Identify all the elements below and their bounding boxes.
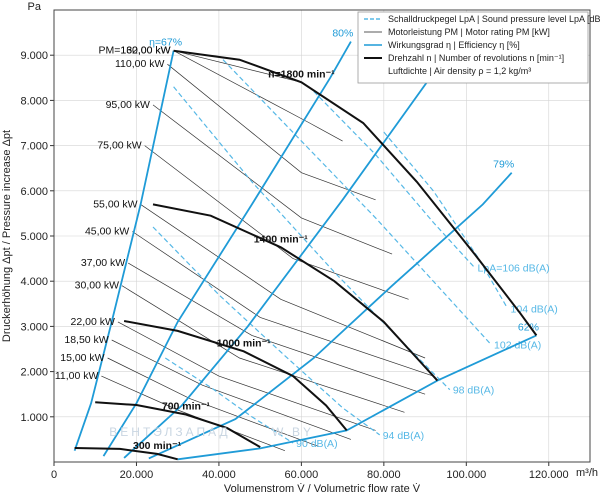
power-label: 95,00 kW (106, 99, 150, 111)
y-tick-label: 1.000 (20, 412, 48, 424)
legend-box (357, 11, 589, 84)
power-line-37-00-kw (128, 262, 426, 395)
sound-curve-lpa-106-db-a (313, 90, 476, 269)
sound-label: 94 dB(A) (383, 430, 424, 442)
plot-frame (53, 9, 591, 463)
efficiency-label: η=67% (149, 37, 182, 49)
power-label: 30,00 kW (75, 280, 119, 292)
sound-label: 104 dB(A) (511, 303, 558, 315)
speed-label: 1400 min⁻¹ (254, 233, 308, 245)
efficiency-curve-83 (123, 54, 443, 459)
power-label: 22,00 kW (71, 316, 115, 328)
y-tick-label: 9.000 (20, 50, 48, 62)
speed-curve-1000-min (123, 320, 348, 432)
power-line-110-00-kw (167, 63, 376, 201)
y-tick-label: 2.000 (20, 367, 48, 379)
legend-entry: Motorleistung PM | Motor rating PM [kW] (388, 27, 550, 37)
legend-entry: Luftdichte | Air density ρ = 1,2 kg/m³ (388, 66, 531, 76)
y-tick-label: 8.000 (20, 95, 48, 107)
power-label: 15,00 kW (60, 352, 104, 364)
watermark-text: ВЕНТЭЛЗАПАД (109, 425, 230, 439)
x-unit: m³/h (576, 467, 598, 479)
x-tick-label: 20.000 (120, 469, 154, 481)
efficiency-label: 79% (493, 159, 514, 171)
x-tick-label: 0 (51, 469, 57, 481)
speed-label: n=1800 min⁻¹ (268, 68, 335, 80)
sound-curve-102-db-a (222, 59, 492, 345)
x-tick-label: 100.000 (446, 469, 486, 481)
y-tick-label: 7.000 (20, 141, 48, 153)
power-label: 110,00 kW (115, 58, 165, 70)
y-axis-title: Druckerhöhung Δpt / Pressure increase Δp… (1, 130, 13, 342)
sound-curve-90-db-a (164, 357, 294, 444)
power-label: 55,00 kW (93, 198, 137, 210)
motor-power-lines (101, 50, 434, 452)
power-line-18-50-kw (111, 339, 352, 440)
x-tick-label: 60.000 (285, 469, 319, 481)
power-label: 18,50 kW (64, 334, 108, 346)
x-tick-label: 120.000 (529, 469, 569, 481)
efficiency-label: 80% (332, 28, 353, 40)
sound-label: 102 dB(A) (494, 339, 541, 351)
axes: 0 20.000 40.000 60.000 80.000 100.000 120.000 1… (1, 1, 598, 495)
sound-curve-98-db-a (173, 86, 451, 391)
power-label: 132,00 kW (120, 45, 170, 57)
grid (53, 10, 590, 462)
power-label: 45,00 kW (85, 225, 129, 237)
legend-entry: Drehzahl n | Number of revolutions n [mi… (388, 53, 564, 63)
legend-entry: Schalldruckpegel LpA | Sound pressure le… (388, 14, 600, 24)
speed-label: 700 min⁻¹ (162, 401, 211, 413)
y-unit: Pa (28, 1, 42, 13)
speed-curve-700-min (95, 401, 261, 448)
x-tick-label: 40.000 (202, 469, 236, 481)
x-tick-label: 80.000 (367, 469, 401, 481)
watermark: ВЕНТЭЛЗАПАД W.BY (109, 425, 314, 439)
legend-entry: Wirkungsgrad η | Efficiency η [%] (388, 40, 520, 50)
power-line-22-00-kw (117, 321, 376, 431)
power-line-55-00-kw (140, 204, 426, 359)
sound-label: LpA=106 dB(A) (478, 263, 550, 275)
speed-label: 1000 min⁻¹ (217, 337, 271, 349)
power-label: 75,00 kW (97, 140, 141, 152)
power-line-11-00-kw (101, 375, 286, 452)
watermark-url: W.BY (272, 425, 314, 439)
speed-curve-300-min (74, 447, 178, 461)
y-tick-label: 6.000 (20, 186, 48, 198)
power-line-30-00-kw (121, 285, 405, 413)
y-tick-label: 5.000 (20, 231, 48, 243)
power-line-15-00-kw (107, 357, 319, 447)
power-label: PM=160,00 kW (98, 45, 170, 57)
sound-label: 90 dB(A) (296, 438, 337, 450)
legend: Schalldruckpegel LpA | Sound pressure le… (357, 11, 600, 84)
power-line-45-00-kw (132, 231, 434, 377)
x-axis-title: Volumenstrom V̇ / Volumetric flow rate V… (224, 482, 421, 495)
efficiency-curve-67 (73, 50, 175, 451)
power-line-132-00-kw (173, 50, 343, 142)
y-tick-label: 4.000 (20, 276, 48, 288)
power-line-95-00-kw (152, 104, 393, 255)
speed-label: 300 min⁻¹ (133, 440, 182, 452)
efficiency-curve-62 (177, 334, 537, 461)
power-label: 11,00 kW (55, 370, 99, 382)
speed-curve-1400-min (152, 203, 439, 382)
efficiency-curve-80 (102, 41, 352, 457)
sound-curve-94-db-a (152, 226, 381, 436)
sound-label: 98 dB(A) (453, 385, 494, 397)
sound-curve-104-db-a (383, 131, 509, 309)
y-tick-label: 3.000 (20, 321, 48, 333)
power-line-75-00-kw (144, 145, 409, 300)
power-label: 37,00 kW (81, 257, 125, 269)
speed-curve-n-1800-min (173, 49, 538, 336)
speed-curves: 300 min⁻¹ 700 min⁻¹ 1000 min⁻¹ 1400 min⁻¹ n=… (74, 49, 538, 461)
power-line-pm-160-00-kw (173, 50, 302, 83)
